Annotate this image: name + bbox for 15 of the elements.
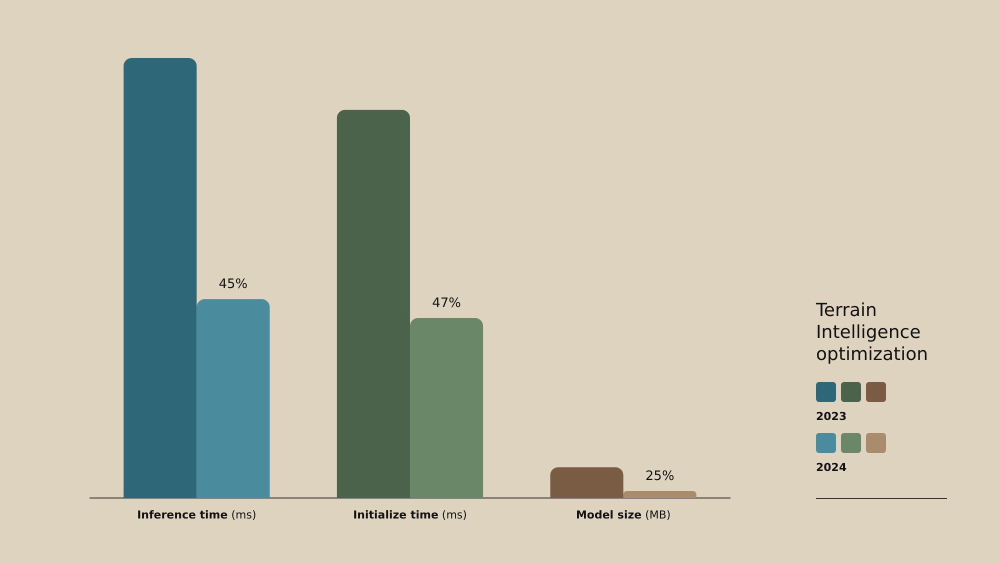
legend-label: 2024 (816, 461, 848, 474)
bar (336, 110, 410, 498)
x-tick-label: Model size (MB) (576, 508, 671, 522)
bar (623, 490, 696, 498)
x-tick-label: Initialize time (ms) (353, 508, 467, 522)
bar (196, 299, 270, 498)
text: Terrain Intelligence optimization (816, 300, 929, 366)
x-tick-label: Inference time (ms) (137, 508, 256, 522)
annotation: 47% (432, 296, 461, 311)
bar (550, 467, 624, 498)
bar (124, 58, 197, 498)
annotation: 25% (645, 468, 674, 484)
bar (410, 318, 484, 498)
annotation: 45% (218, 276, 248, 292)
legend-label: 2023 (816, 410, 848, 423)
